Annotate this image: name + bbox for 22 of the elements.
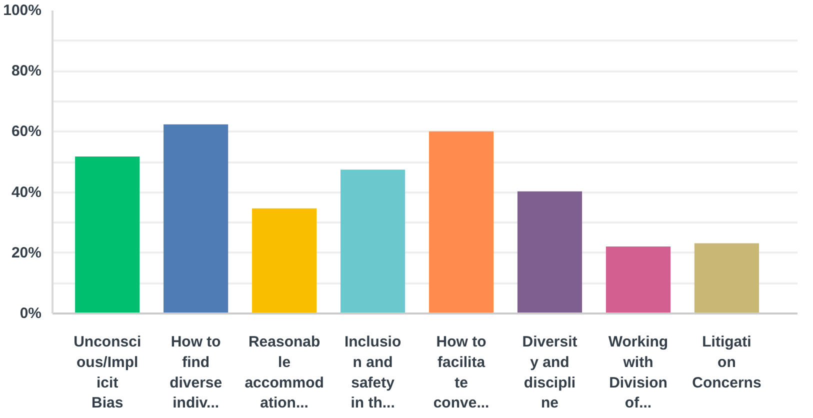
bar [252,208,317,314]
y-tick-label: 100% [3,2,42,19]
x-tick-label: Diversit y and discipli ne [522,334,578,412]
bar [694,243,760,314]
x-tick-label: Litigati on Concerns [692,334,762,392]
x-tick-label: Working with Division of... [608,334,668,412]
x-tick-label: Reasonab le accommod ation... [244,334,324,412]
x-tick-label: How to find diverse indiv... [170,334,222,412]
bar [606,246,671,314]
y-tick-label: 40% [11,184,42,201]
bar [340,170,406,314]
bar [164,124,228,314]
x-tick-label: Inclusio n and safety in th... [344,334,402,412]
bar [428,131,494,314]
bar [517,191,582,314]
x-tick-label: How to facilita te conve... [433,334,490,412]
bar [75,156,140,314]
y-tick-label: 60% [11,123,42,140]
y-tick-label: 20% [11,244,42,262]
y-tick-label: 0% [20,305,42,322]
y-tick-label: 80% [11,62,42,80]
x-tick-label: Unconsci ous/Impl icit Bias [74,334,142,412]
